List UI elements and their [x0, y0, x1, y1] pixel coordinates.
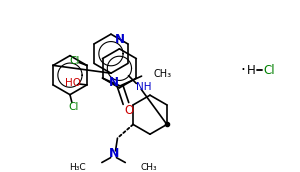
Text: Cl: Cl — [263, 64, 275, 77]
Text: N: N — [114, 33, 124, 46]
Text: ·: · — [240, 63, 245, 78]
Text: O: O — [124, 104, 134, 117]
Text: HO: HO — [65, 78, 81, 88]
Text: H: H — [247, 64, 256, 77]
Text: CH₃: CH₃ — [141, 163, 158, 172]
Text: Cl: Cl — [69, 56, 80, 66]
Text: CH₃: CH₃ — [153, 69, 171, 79]
Text: N: N — [108, 147, 119, 160]
Text: N: N — [109, 77, 119, 89]
Text: NH: NH — [136, 82, 152, 92]
Text: H₃C: H₃C — [70, 163, 86, 172]
Text: Cl: Cl — [69, 102, 79, 112]
